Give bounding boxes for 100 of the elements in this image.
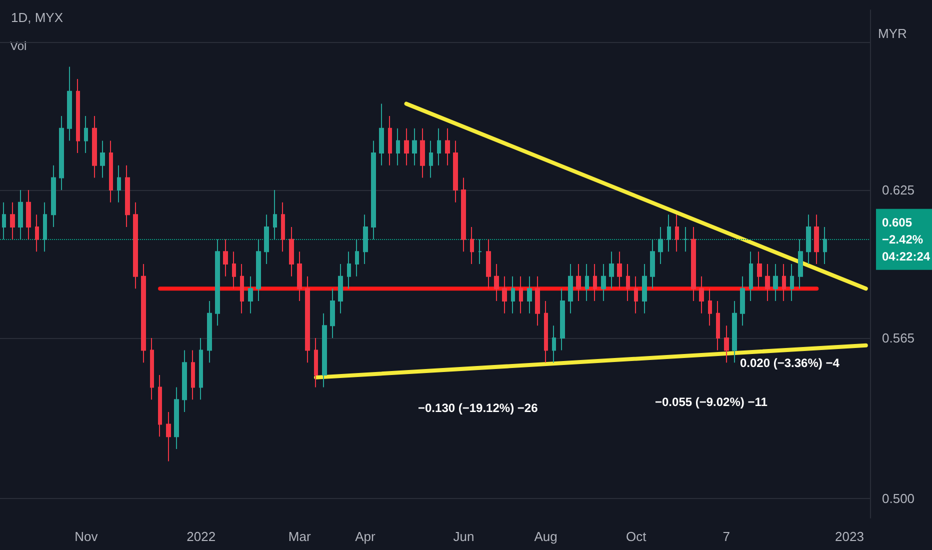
candlestick	[248, 276, 253, 314]
candlestick	[511, 276, 515, 314]
candlestick	[363, 214, 368, 264]
candlestick	[699, 276, 704, 314]
candlestick	[347, 251, 351, 290]
candlestick	[51, 164, 56, 228]
candlestick	[445, 128, 450, 166]
candlestick	[568, 264, 573, 314]
candlestick	[609, 251, 614, 290]
candlestick	[765, 264, 770, 302]
candlestick	[626, 264, 630, 302]
candlestick	[289, 226, 294, 277]
candlestick	[658, 226, 663, 264]
y-tick-label: 0.565	[882, 330, 915, 346]
candlestick	[133, 202, 138, 290]
candlestick	[461, 177, 466, 252]
candlestick	[502, 276, 507, 314]
candlestick	[26, 190, 31, 240]
candlestick	[749, 251, 753, 302]
candlestick	[109, 140, 113, 203]
x-tick-label: Oct	[626, 529, 647, 544]
candlestick	[798, 238, 803, 290]
candlestick	[732, 300, 737, 364]
candlestick	[453, 140, 458, 203]
candlestick	[716, 300, 720, 351]
candlestick	[404, 128, 409, 166]
candlestick	[617, 251, 622, 290]
candlestick	[174, 386, 179, 450]
candlestick	[585, 264, 589, 302]
candlestick	[740, 276, 745, 326]
x-tick-label: Aug	[534, 529, 558, 544]
candlestick	[823, 226, 827, 264]
x-tick-label: 2022	[186, 529, 216, 544]
candlestick	[782, 264, 786, 302]
candlestick	[100, 140, 105, 178]
candlestick	[576, 264, 581, 302]
candlestick	[273, 190, 277, 240]
candlestick	[593, 264, 597, 302]
candlestick	[388, 116, 392, 166]
candlestick	[84, 116, 88, 154]
y-tick-label: 0.625	[882, 182, 915, 198]
candlestick	[92, 116, 97, 178]
candlestick	[150, 337, 154, 400]
candlestick	[256, 238, 261, 302]
candlestick	[232, 251, 236, 290]
candlestick	[314, 337, 318, 388]
candlestick	[814, 214, 819, 264]
candlestick	[494, 264, 499, 302]
candlestick	[601, 264, 606, 302]
candlestick	[305, 276, 310, 364]
candlestick	[437, 128, 441, 166]
ref-line-label: 0.605 −2.42% 04:22:24	[882, 215, 930, 264]
candlestick	[199, 337, 203, 400]
candlestick	[667, 214, 671, 252]
candlestick	[527, 276, 532, 314]
candlestick	[330, 288, 335, 338]
candlestick	[420, 128, 425, 178]
candlestick	[486, 238, 491, 290]
candlestick	[141, 264, 146, 364]
candlestick	[691, 226, 696, 302]
candlestick	[675, 214, 679, 252]
candlestick	[59, 116, 64, 191]
candlestick	[117, 164, 121, 203]
candlestick	[76, 78, 80, 154]
candlestick	[43, 202, 47, 252]
candlestick	[634, 276, 638, 314]
candlestick	[207, 300, 212, 364]
x-tick-label: 2023	[835, 529, 864, 544]
candlestick	[182, 350, 187, 412]
candlestick	[2, 202, 6, 240]
candlestick	[519, 276, 523, 314]
candlestick	[544, 300, 548, 364]
candlestick	[215, 238, 220, 326]
x-tick-label: Nov	[74, 529, 98, 544]
candlestick	[724, 325, 729, 364]
candlestick	[552, 325, 556, 364]
candlestick	[650, 238, 655, 290]
candlestick	[683, 226, 688, 252]
candlestick	[67, 66, 72, 142]
x-tick-label: Mar	[288, 529, 312, 544]
candlestick	[35, 214, 39, 252]
chart-title: 1D, MYX	[11, 10, 64, 25]
candlestick	[642, 264, 647, 314]
annotation: −0.055 (−9.02%) −11	[655, 395, 768, 409]
candlestick	[10, 202, 15, 240]
y-axis-title: MYR	[878, 26, 907, 41]
candlestick	[371, 140, 376, 240]
candlestick	[429, 140, 433, 178]
candlestick	[396, 128, 400, 166]
x-tick-label: Jun	[453, 529, 474, 544]
candlestick	[297, 251, 302, 302]
candlestick	[773, 264, 778, 302]
candlestick	[281, 202, 285, 252]
candlestick	[158, 374, 162, 438]
candlestick	[560, 288, 565, 351]
candlestick	[470, 226, 474, 264]
candlestick	[125, 164, 130, 228]
candlestick	[757, 251, 762, 290]
annotation: 0.020 (−3.36%) −4	[740, 356, 840, 370]
candlestick	[223, 238, 228, 277]
